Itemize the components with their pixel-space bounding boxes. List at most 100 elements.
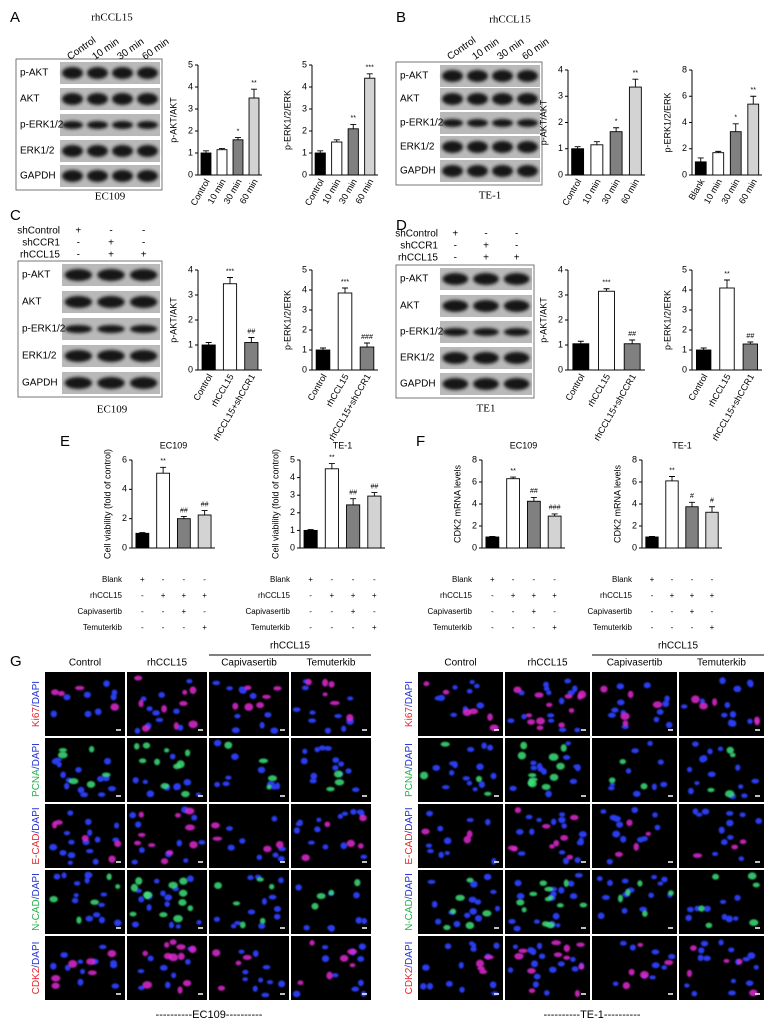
nucleus [653, 716, 660, 723]
y-tick-label: 4 [632, 498, 637, 508]
treatment-sign: + [710, 623, 715, 632]
nucleus [420, 982, 427, 990]
treatment-sign: + [140, 575, 145, 584]
nucleus [697, 954, 704, 962]
band-label: GAPDH [22, 378, 58, 389]
stained-cell [168, 953, 179, 962]
stained-cell [450, 908, 457, 915]
nucleus [636, 836, 645, 843]
nucleus [459, 986, 465, 993]
nucleus [449, 769, 455, 776]
nucleus [483, 873, 492, 881]
nucleus [273, 913, 281, 920]
stained-cell [511, 847, 518, 852]
nucleus [558, 697, 565, 705]
y-axis-label: p-AKT/AKT [168, 297, 178, 343]
stained-cell [133, 840, 142, 846]
blot-band [442, 93, 463, 105]
nucleus [607, 879, 613, 887]
nucleus [71, 897, 79, 904]
error-bar [203, 150, 209, 153]
stained-cell [189, 841, 198, 849]
stained-cell [328, 681, 335, 688]
nucleus [252, 950, 259, 958]
stained-cell [535, 717, 546, 725]
nucleus [687, 906, 694, 913]
treatment-label: Capivasertib [78, 607, 123, 616]
stained-cell [645, 831, 651, 836]
nucleus [73, 893, 79, 898]
y-tick-label: 6 [472, 476, 477, 486]
nucleus [719, 899, 727, 904]
blot-band [467, 70, 488, 82]
stain-marker: Ki67 [31, 707, 42, 727]
blot-band [129, 350, 158, 362]
nucleus [730, 978, 736, 984]
nucleus [54, 757, 62, 762]
lane-label: 30 min [495, 36, 526, 62]
nucleus [345, 768, 352, 774]
blot-band [97, 377, 125, 389]
nucleus [561, 823, 567, 829]
stained-cell [475, 959, 485, 968]
nucleus [558, 812, 566, 817]
nucleus [146, 790, 155, 798]
nucleus [680, 704, 688, 709]
nucleus [308, 718, 317, 723]
nucleus [104, 757, 112, 765]
nucleus [462, 776, 470, 781]
treatment-sign: - [141, 607, 144, 616]
stain-marker: PCNA [31, 769, 42, 797]
y-tick-label: 1 [302, 147, 307, 157]
blot-band [467, 141, 488, 153]
bar [244, 342, 259, 371]
blot-band [473, 300, 499, 312]
nucleus [242, 969, 249, 975]
nucleus [334, 714, 342, 719]
nucleus [694, 905, 700, 912]
bar [705, 511, 719, 549]
stained-cell [54, 820, 63, 825]
blot-band [87, 145, 108, 157]
nucleus [258, 977, 264, 983]
nucleus [98, 916, 106, 924]
stain-counterstain: /DAPI [404, 743, 415, 769]
nucleus [67, 852, 76, 859]
y-tick-label: 4 [558, 64, 563, 74]
x-tick-label: Control [560, 177, 583, 207]
nucleus [514, 879, 522, 887]
nucleus [718, 939, 724, 946]
nucleus [353, 892, 360, 899]
stained-cell [346, 839, 356, 848]
stained-cell [256, 877, 264, 882]
y-tick-label: 3 [558, 289, 563, 299]
nucleus [230, 923, 237, 929]
error-bar [613, 127, 620, 132]
stained-cell [305, 678, 312, 686]
nucleus [533, 973, 541, 980]
nucleus [601, 895, 610, 900]
significance-mark: ### [361, 334, 373, 341]
nucleus [545, 790, 552, 798]
stained-cell [189, 686, 197, 695]
bar [526, 500, 541, 549]
nucleus [314, 828, 321, 833]
y-tick-label: 4 [188, 81, 193, 91]
blot-band [112, 121, 133, 129]
nucleus [685, 914, 692, 922]
nucleus [252, 985, 258, 992]
treatment-sign: + [182, 591, 187, 600]
condition-sign: - [142, 226, 145, 237]
nucleus [314, 746, 321, 753]
micrograph [592, 804, 677, 868]
band-label: AKT [20, 94, 39, 105]
nucleus [707, 748, 713, 755]
stain-counterstain: /DAPI [31, 681, 42, 707]
error-bar [366, 73, 373, 79]
stained-cell [154, 758, 161, 766]
nucleus [597, 912, 605, 920]
nucleus [226, 826, 233, 831]
nucleus [110, 693, 117, 701]
nucleus [717, 746, 724, 752]
stained-cell [135, 877, 143, 885]
